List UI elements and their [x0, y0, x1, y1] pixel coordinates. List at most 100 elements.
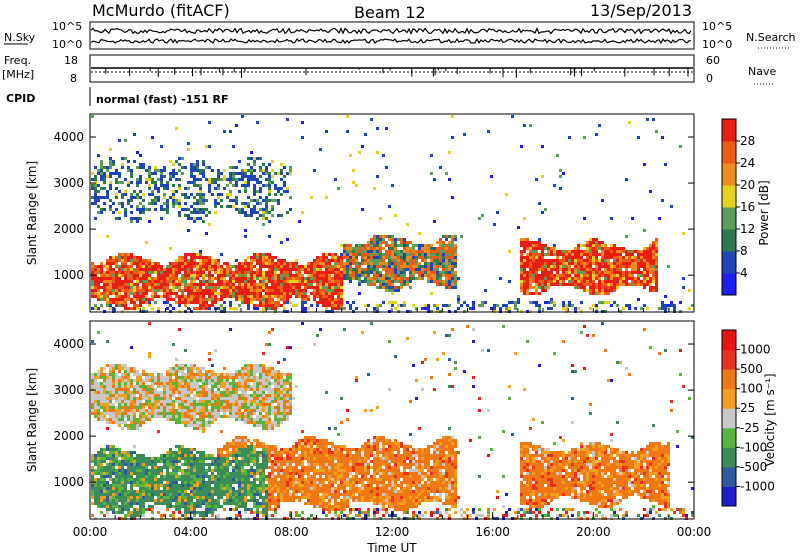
heat-cell — [166, 496, 169, 499]
heat-cell — [136, 298, 139, 301]
heat-cell — [376, 253, 379, 256]
heat-cell — [334, 262, 337, 265]
heat-cell — [109, 505, 112, 508]
heat-cell — [136, 382, 139, 385]
heat-cell — [283, 286, 286, 289]
heat-cell — [187, 502, 190, 505]
heat-cell — [157, 397, 160, 400]
heat-cell — [151, 412, 154, 415]
heat-cell — [202, 376, 205, 379]
heat-cell — [130, 181, 133, 184]
heat-cell — [115, 295, 118, 298]
heat-cell — [679, 301, 682, 304]
heat-cell — [286, 295, 289, 298]
heat-cell — [274, 172, 277, 175]
heat-cell — [520, 145, 523, 148]
heat-cell — [127, 466, 130, 469]
heat-cell — [229, 166, 232, 169]
heat-cell — [130, 259, 133, 262]
heat-cell — [226, 271, 229, 274]
heat-cell — [280, 262, 283, 265]
heat-cell — [178, 421, 181, 424]
heat-cell — [145, 292, 148, 295]
heat-cell — [310, 292, 313, 295]
heat-cell — [649, 190, 652, 193]
heat-cell — [301, 304, 304, 307]
heat-cell — [121, 280, 124, 283]
heat-cell — [583, 265, 586, 268]
heat-cell — [115, 376, 118, 379]
heat-cell — [424, 247, 427, 250]
heat-cell — [298, 265, 301, 268]
heat-cell — [133, 379, 136, 382]
heat-cell — [376, 277, 379, 280]
heat-cell — [151, 283, 154, 286]
heat-cell — [166, 277, 169, 280]
heat-cell — [442, 265, 445, 268]
heat-cell — [211, 457, 214, 460]
heat-cell — [205, 454, 208, 457]
heat-cell — [103, 502, 106, 505]
heat-cell — [268, 193, 271, 196]
freq-label-line1: Freq. — [4, 54, 31, 67]
heat-cell — [196, 253, 199, 256]
heat-cell — [205, 286, 208, 289]
heat-cell — [244, 286, 247, 289]
heat-cell — [247, 295, 250, 298]
heat-cell — [652, 280, 655, 283]
heat-cell — [295, 277, 298, 280]
heat-cell — [559, 265, 562, 268]
heat-cell — [112, 382, 115, 385]
heat-cell — [301, 277, 304, 280]
heat-cell — [256, 157, 259, 160]
heat-cell — [544, 253, 547, 256]
heat-cell — [217, 175, 220, 178]
heat-cell — [91, 265, 94, 268]
heat-cell — [478, 304, 481, 307]
heat-cell — [94, 295, 97, 298]
heat-cell — [175, 283, 178, 286]
heat-cell — [229, 289, 232, 292]
heat-cell — [172, 193, 175, 196]
heat-cell — [214, 277, 217, 280]
heat-cell — [637, 298, 640, 301]
heat-cell — [190, 424, 193, 427]
heat-cell — [310, 196, 313, 199]
heat-cell — [229, 292, 232, 295]
heat-cell — [196, 409, 199, 412]
heat-cell — [610, 262, 613, 265]
heat-cell — [433, 256, 436, 259]
heat-cell — [157, 457, 160, 460]
heat-cell — [238, 208, 241, 211]
heat-cell — [106, 385, 109, 388]
heat-cell — [217, 259, 220, 262]
heat-cell — [460, 235, 463, 238]
heat-cell — [625, 265, 628, 268]
heat-cell — [97, 496, 100, 499]
heat-cell — [97, 211, 100, 214]
heat-cell — [118, 253, 121, 256]
heat-cell — [313, 298, 316, 301]
heat-cell — [229, 271, 232, 274]
heat-cell — [112, 307, 115, 310]
heat-cell — [139, 268, 142, 271]
heat-cell — [271, 280, 274, 283]
heat-cell — [157, 295, 160, 298]
heat-cell — [91, 271, 94, 274]
heat-cell — [361, 244, 364, 247]
heat-cell — [607, 292, 610, 295]
heat-cell — [340, 280, 343, 283]
heat-cell — [211, 511, 214, 514]
heat-cell — [202, 493, 205, 496]
heat-cell — [448, 250, 451, 253]
heat-cell — [532, 244, 535, 247]
heat-cell — [280, 259, 283, 262]
heat-cell — [136, 304, 139, 307]
heat-cell — [208, 184, 211, 187]
heat-cell — [175, 502, 178, 505]
heat-cell — [169, 379, 172, 382]
heat-cell — [124, 367, 127, 370]
heat-cell — [562, 283, 565, 286]
heat-cell — [610, 268, 613, 271]
heat-cell — [586, 247, 589, 250]
